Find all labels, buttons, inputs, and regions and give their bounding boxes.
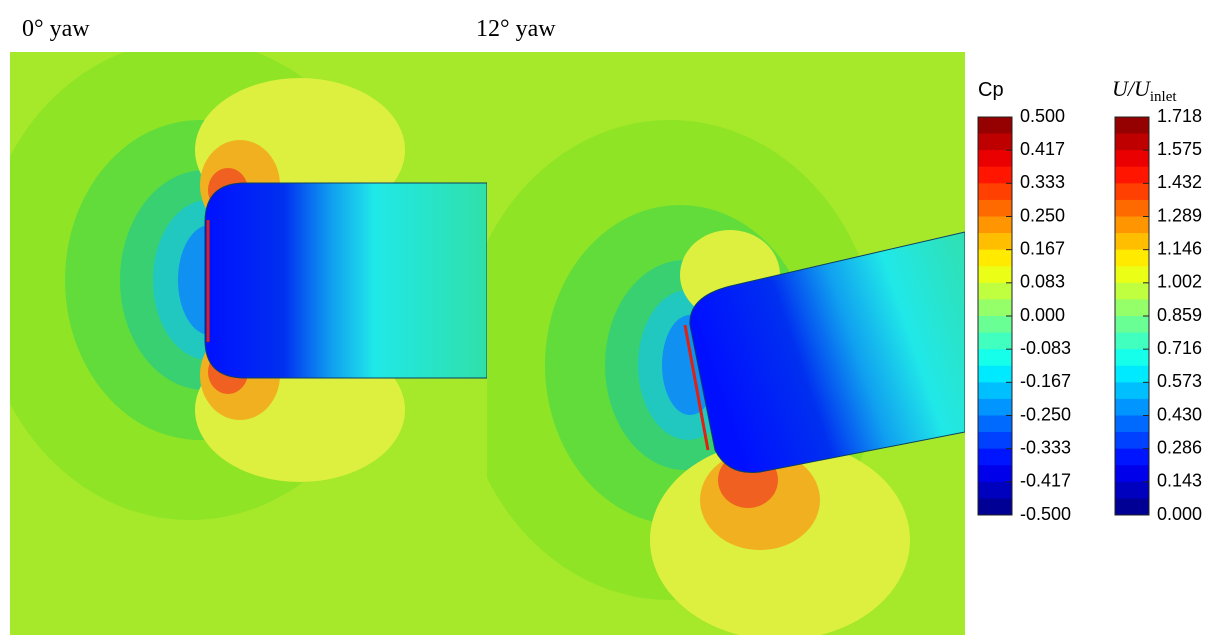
colorbar-label: -0.417 xyxy=(1020,471,1071,491)
colorbar-band xyxy=(978,448,1012,466)
colorbar-label: 0.500 xyxy=(1020,106,1065,126)
colorbar-label: 0.000 xyxy=(1157,504,1202,524)
colorbar-band xyxy=(1115,415,1149,433)
panel-title: 12° yaw xyxy=(476,16,556,42)
colorbar-label: 0.716 xyxy=(1157,338,1202,358)
colorbar-label: 0.143 xyxy=(1157,471,1202,491)
colorbar-band xyxy=(1115,316,1149,334)
colorbar-label: 0.083 xyxy=(1020,272,1065,292)
colorbar-band xyxy=(1115,398,1149,416)
colorbar-band xyxy=(1115,117,1149,135)
colorbar-band xyxy=(978,117,1012,135)
colorbar-band xyxy=(1115,266,1149,284)
colorbar-band xyxy=(1115,166,1149,184)
colorbar-label: 1.289 xyxy=(1157,205,1202,225)
colorbar-label: 1.146 xyxy=(1157,238,1202,258)
colorbar-band xyxy=(1115,465,1149,483)
colorbar-band xyxy=(1115,183,1149,201)
colorbar-band xyxy=(1115,432,1149,450)
colorbar-band xyxy=(978,282,1012,300)
colorbar-band xyxy=(1115,382,1149,400)
colorbar-band xyxy=(1115,481,1149,499)
colorbar-band xyxy=(1115,233,1149,251)
colorbar-band xyxy=(978,332,1012,350)
colorbar-band xyxy=(1115,150,1149,168)
panel-title: 0° yaw xyxy=(22,16,90,42)
colorbar-label: 1.432 xyxy=(1157,172,1202,192)
colorbar-label: 1.002 xyxy=(1157,272,1202,292)
colorbar-band xyxy=(978,216,1012,234)
colorbar-band xyxy=(1115,365,1149,383)
colorbar-label: -0.500 xyxy=(1020,504,1071,524)
colorbar-title: U/Uinlet xyxy=(1112,76,1177,105)
colorbar-band xyxy=(1115,332,1149,350)
colorbar-label: 0.859 xyxy=(1157,305,1202,325)
colorbar-label: -0.167 xyxy=(1020,371,1071,391)
colorbar-band xyxy=(978,266,1012,284)
colorbar-band xyxy=(978,199,1012,217)
colorbar-band xyxy=(978,349,1012,367)
contour-plot xyxy=(487,52,965,635)
colorbar-label: 0.250 xyxy=(1020,205,1065,225)
colorbar-band xyxy=(978,398,1012,416)
colorbar-band xyxy=(978,365,1012,383)
colorbar-band xyxy=(978,249,1012,267)
colorbar-band xyxy=(1115,216,1149,234)
colorbar-band xyxy=(1115,133,1149,151)
colorbar-label: -0.250 xyxy=(1020,404,1071,424)
colorbar-band xyxy=(1115,282,1149,300)
colorbar-band xyxy=(978,465,1012,483)
colorbar-band xyxy=(1115,448,1149,466)
contour-plot xyxy=(10,52,487,635)
colorbar-band xyxy=(978,299,1012,317)
colorbar-band xyxy=(978,316,1012,334)
colorbar-label: 1.718 xyxy=(1157,106,1202,126)
colorbar-label: 1.575 xyxy=(1157,139,1202,159)
colorbar-band xyxy=(1115,249,1149,267)
colorbar-label: 0.573 xyxy=(1157,371,1202,391)
colorbar-band xyxy=(978,233,1012,251)
colorbar-label: -0.333 xyxy=(1020,437,1071,457)
colorbar-label: -0.083 xyxy=(1020,338,1071,358)
colorbar-band xyxy=(1115,498,1149,516)
colorbar-band xyxy=(978,382,1012,400)
colorbar-band xyxy=(978,498,1012,516)
colorbar-label: 0.430 xyxy=(1157,404,1202,424)
colorbar-label: 0.167 xyxy=(1020,238,1065,258)
colorbar-label: 0.000 xyxy=(1020,305,1065,325)
colorbar-label: 0.417 xyxy=(1020,139,1065,159)
colorbar-band xyxy=(1115,349,1149,367)
colorbar-band xyxy=(978,133,1012,151)
colorbar-title: Cp xyxy=(978,79,1004,101)
colorbar-band xyxy=(1115,299,1149,317)
colorbar-band xyxy=(978,481,1012,499)
colorbar-band xyxy=(1115,199,1149,217)
colorbar-label: 0.333 xyxy=(1020,172,1065,192)
colorbar-band xyxy=(978,150,1012,168)
colorbar-band xyxy=(978,432,1012,450)
colorbar-band xyxy=(978,415,1012,433)
colorbar-label: 0.286 xyxy=(1157,437,1202,457)
colorbar-band xyxy=(978,183,1012,201)
colorbar-band xyxy=(978,166,1012,184)
